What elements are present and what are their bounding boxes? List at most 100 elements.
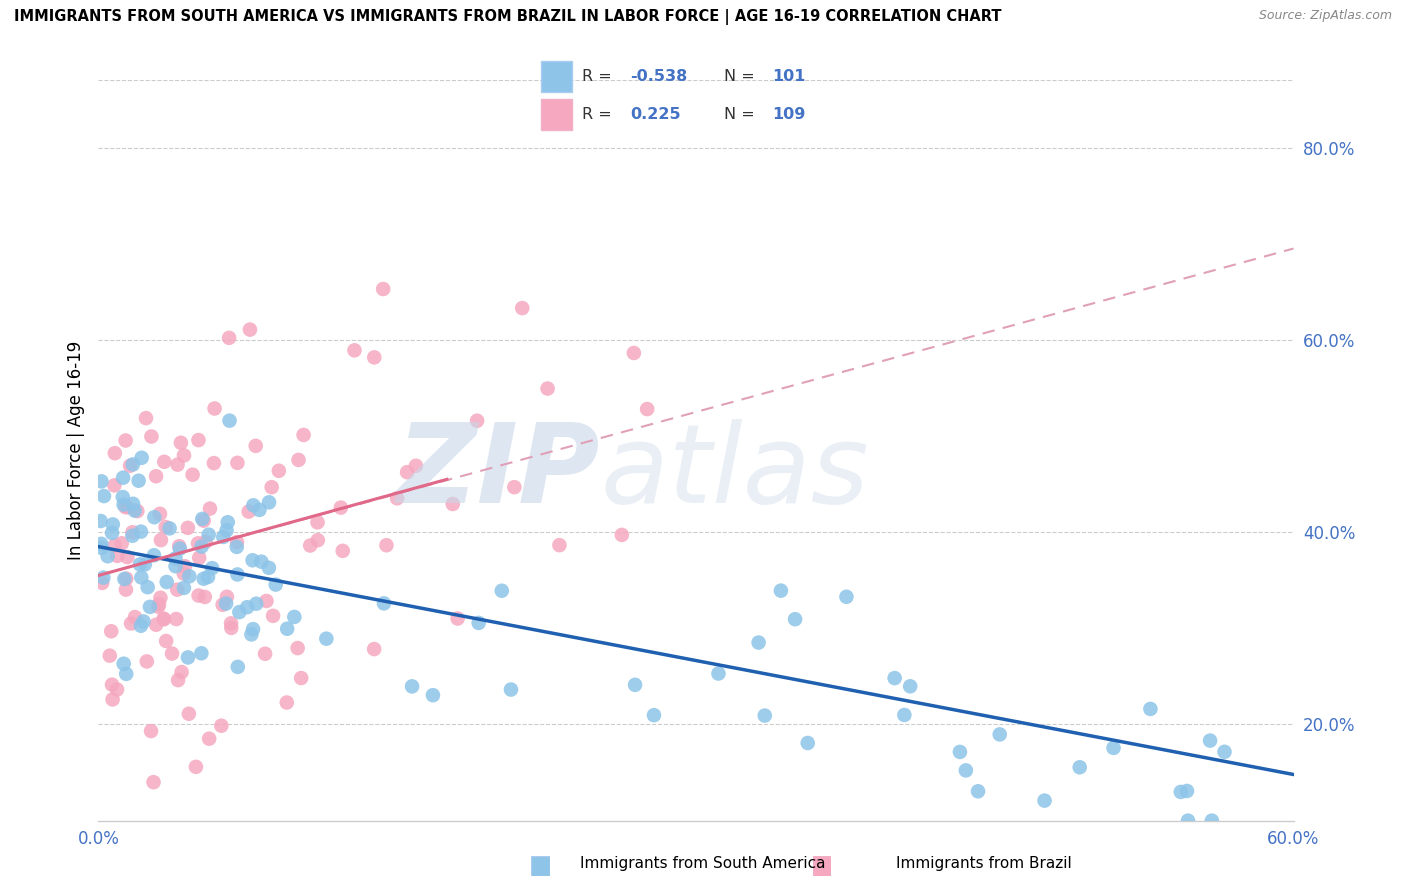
FancyBboxPatch shape (541, 62, 572, 92)
Point (536, 382, 558, 396)
Point (112, 498, 135, 512)
Point (173, 566, 195, 581)
Point (115, 582, 138, 597)
Point (104, 446, 127, 460)
Point (290, 671, 312, 685)
Point (215, 590, 238, 604)
FancyBboxPatch shape (531, 856, 550, 876)
Point (446, 611, 468, 625)
Point (1199, 733, 1222, 747)
Point (131, 450, 153, 465)
Text: R =: R = (582, 107, 623, 122)
Point (149, 533, 172, 548)
Point (167, 673, 190, 687)
Point (165, 612, 187, 626)
Point (131, 570, 153, 584)
Point (117, 550, 139, 565)
Point (152, 612, 174, 626)
Point (329, 500, 352, 515)
Point (173, 449, 195, 463)
Point (240, 627, 263, 641)
Point (193, 572, 215, 586)
Point (93, 489, 115, 503)
Point (101, 692, 124, 706)
FancyBboxPatch shape (541, 99, 572, 130)
Point (1175, 784, 1198, 798)
Point (187, 433, 209, 447)
Point (949, 745, 972, 759)
Point (104, 538, 127, 552)
Point (499, 682, 522, 697)
Point (1033, 794, 1056, 808)
Point (307, 516, 329, 530)
Point (135, 411, 157, 425)
Point (173, 581, 195, 595)
Point (226, 535, 249, 549)
Point (124, 610, 146, 624)
Point (128, 474, 150, 488)
Point (217, 515, 239, 529)
Point (166, 458, 188, 472)
Point (101, 678, 124, 692)
Point (202, 456, 225, 470)
Point (129, 558, 152, 572)
Point (188, 550, 211, 565)
Point (155, 520, 177, 534)
Point (209, 719, 232, 733)
Point (769, 583, 792, 598)
Point (254, 647, 277, 661)
Point (422, 688, 444, 702)
Point (159, 521, 181, 535)
Point (167, 539, 190, 553)
Point (143, 510, 166, 524)
Point (191, 512, 214, 526)
Point (373, 596, 395, 610)
Point (250, 555, 273, 569)
Point (1102, 740, 1125, 755)
Point (100, 624, 122, 639)
Point (405, 458, 427, 473)
Point (179, 569, 201, 583)
Point (90, 475, 112, 489)
Point (90, 514, 112, 528)
Point (218, 414, 240, 428)
FancyBboxPatch shape (813, 856, 831, 876)
Point (623, 346, 645, 360)
Point (181, 467, 204, 482)
Text: Source: ZipAtlas.com: Source: ZipAtlas.com (1258, 9, 1392, 22)
Point (893, 708, 915, 723)
Point (112, 572, 135, 586)
Text: Immigrants from Brazil: Immigrants from Brazil (897, 856, 1071, 871)
Point (783, 612, 806, 626)
Point (299, 539, 322, 553)
Point (307, 533, 329, 548)
Point (141, 429, 163, 443)
Point (148, 598, 170, 612)
Point (239, 322, 262, 336)
Point (142, 775, 165, 789)
Point (194, 535, 217, 549)
Point (129, 524, 152, 539)
Point (139, 724, 162, 739)
Point (153, 455, 176, 469)
Point (149, 591, 172, 605)
Point (245, 439, 267, 453)
Point (748, 635, 770, 649)
Y-axis label: In Labor Force | Age 16-19: In Labor Force | Age 16-19 (66, 341, 84, 560)
Point (201, 561, 224, 575)
Point (332, 544, 354, 558)
Point (143, 549, 166, 563)
Point (883, 671, 905, 685)
Point (1170, 785, 1192, 799)
Point (967, 784, 990, 798)
Point (754, 708, 776, 723)
Point (955, 764, 977, 778)
Point (1201, 814, 1223, 828)
Point (491, 583, 513, 598)
Point (193, 514, 215, 528)
Point (105, 549, 128, 563)
Point (115, 666, 138, 681)
Point (111, 490, 134, 504)
Text: IMMIGRANTS FROM SOUTH AMERICA VS IMMIGRANTS FROM BRAZIL IN LABOR FORCE | AGE 16-: IMMIGRANTS FROM SOUTH AMERICA VS IMMIGRA… (14, 9, 1001, 25)
Point (236, 600, 259, 615)
